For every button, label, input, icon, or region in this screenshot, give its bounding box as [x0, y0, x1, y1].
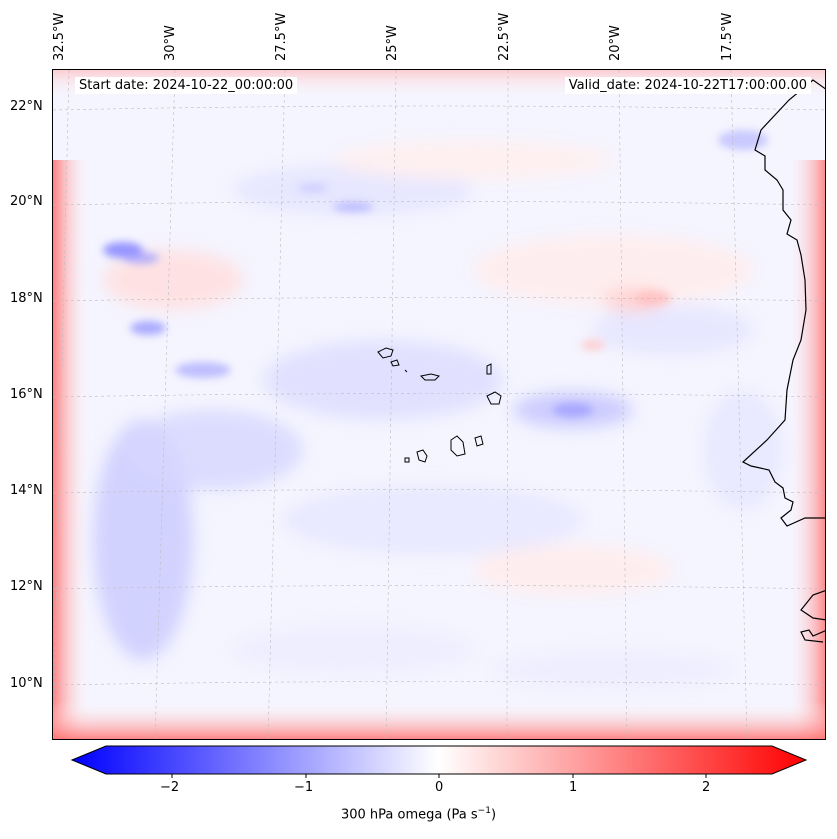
- omega-cells: [103, 130, 768, 417]
- lat-label-14n: 14°N: [10, 483, 43, 498]
- cape-verde-islands: [377, 347, 502, 463]
- colorbar-ramp: [70, 745, 808, 775]
- omega-patches: [93, 140, 783, 690]
- colorbar-tick-1: 1: [569, 780, 578, 795]
- lon-label-25w: 25°W: [385, 25, 400, 61]
- right-boundary-band: [787, 160, 825, 739]
- colorbar-title-text: 300 hPa omega (Pa s: [340, 807, 478, 823]
- valid-date-label: Valid_date: 2024-10-22T17:00:00.00: [564, 77, 811, 94]
- lat-label-18n: 18°N: [10, 291, 43, 306]
- lon-label-27-5w: 27.5°W: [274, 12, 289, 61]
- lon-label-17-5w: 17.5°W: [720, 12, 735, 61]
- colorbar-tick-2: 2: [702, 780, 711, 795]
- lat-label-22n: 22°N: [10, 99, 43, 114]
- lon-label-32-5w: 32.5°W: [52, 12, 67, 61]
- lon-label-30w: 30°W: [163, 25, 178, 61]
- lat-label-20n: 20°N: [10, 194, 43, 209]
- african-coastline: [741, 79, 825, 643]
- graticule: [53, 70, 825, 739]
- map-area[interactable]: Start date: 2024-10-22_00:00:00 Valid_da…: [52, 69, 826, 740]
- lat-label-12n: 12°N: [10, 579, 43, 594]
- colorbar-title-exponent: −1: [477, 806, 491, 816]
- colorbar: [70, 745, 808, 778]
- colorbar-title-end: ): [490, 807, 497, 823]
- colorbar-tick-neg2: −2: [160, 780, 180, 795]
- lon-label-22-5w: 22.5°W: [497, 12, 512, 61]
- lat-label-16n: 16°N: [10, 387, 43, 402]
- start-date-label: Start date: 2024-10-22_00:00:00: [75, 77, 298, 94]
- colorbar-ticks: [171, 774, 707, 778]
- colorbar-tick-neg1: −1: [294, 780, 314, 795]
- left-boundary-band: [53, 160, 91, 739]
- lat-label-10n: 10°N: [10, 676, 43, 691]
- bottom-boundary-band: [53, 701, 825, 739]
- colorbar-tick-0: 0: [435, 780, 444, 795]
- omega-field: [53, 70, 825, 739]
- colorbar-title: 300 hPa omega (Pa s−1): [0, 806, 837, 822]
- lon-label-20w: 20°W: [608, 25, 623, 61]
